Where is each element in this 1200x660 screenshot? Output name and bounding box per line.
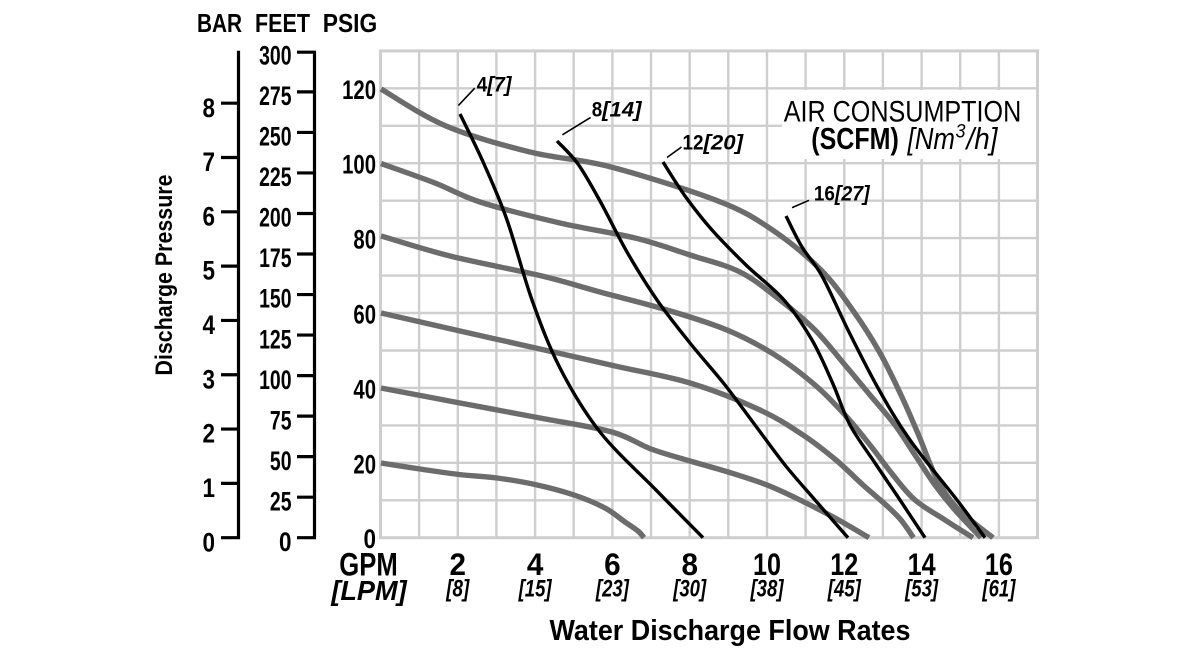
svg-text:12: 12	[683, 131, 704, 155]
svg-text:6: 6	[604, 546, 621, 582]
svg-text:[45]: [45]	[827, 576, 862, 603]
svg-text:20: 20	[353, 449, 376, 479]
svg-text:125: 125	[259, 324, 291, 354]
svg-text:250: 250	[259, 122, 291, 152]
svg-text:GPM: GPM	[339, 547, 397, 583]
svg-text:4: 4	[203, 310, 216, 340]
svg-text:14: 14	[908, 546, 936, 582]
svg-text:/h]: /h]	[965, 122, 999, 156]
svg-text:[LPM]: [LPM]	[330, 575, 408, 606]
svg-text:100: 100	[259, 365, 291, 395]
svg-text:0: 0	[364, 524, 377, 554]
svg-text:Discharge Pressure: Discharge Pressure	[151, 175, 178, 376]
svg-text:[61]: [61]	[982, 576, 1017, 603]
svg-text:0: 0	[279, 527, 292, 557]
svg-text:2: 2	[450, 546, 467, 582]
svg-text:16: 16	[814, 181, 835, 205]
svg-text:Water Discharge Flow Rates: Water Discharge Flow Rates	[550, 615, 911, 647]
svg-text:3: 3	[203, 364, 216, 394]
svg-text:[38]: [38]	[750, 576, 785, 603]
svg-text:50: 50	[270, 446, 292, 476]
svg-text:7: 7	[203, 147, 216, 177]
svg-text:3: 3	[956, 121, 966, 143]
svg-text:8: 8	[592, 97, 603, 121]
svg-text:[20]: [20]	[702, 131, 743, 155]
svg-text:[27]: [27]	[834, 181, 870, 205]
svg-text:1: 1	[203, 473, 216, 503]
svg-text:25: 25	[270, 486, 292, 516]
svg-text:16: 16	[985, 546, 1013, 582]
svg-text:60: 60	[353, 300, 376, 330]
svg-text:PSIG: PSIG	[323, 8, 378, 38]
svg-text:[30]: [30]	[672, 576, 707, 603]
svg-text:BAR: BAR	[197, 8, 242, 38]
svg-text:5: 5	[203, 256, 216, 286]
svg-text:80: 80	[353, 225, 376, 255]
svg-text:[7]: [7]	[486, 72, 512, 96]
svg-text:100: 100	[342, 150, 376, 180]
svg-text:10: 10	[753, 546, 781, 582]
svg-text:[Nm: [Nm	[907, 122, 955, 156]
svg-text:6: 6	[203, 201, 216, 231]
svg-text:[8]: [8]	[446, 576, 471, 603]
svg-text:275: 275	[259, 81, 291, 111]
svg-text:AIR CONSUMPTION: AIR CONSUMPTION	[784, 96, 1022, 129]
svg-text:12: 12	[830, 546, 858, 582]
svg-text:75: 75	[270, 405, 292, 435]
svg-text:40: 40	[353, 374, 376, 404]
svg-text:[15]: [15]	[518, 576, 553, 603]
svg-text:200: 200	[259, 203, 291, 233]
svg-text:FEET: FEET	[255, 8, 310, 38]
svg-text:[14]: [14]	[601, 97, 642, 121]
svg-text:2: 2	[203, 419, 216, 449]
svg-text:150: 150	[259, 284, 291, 314]
svg-text:[23]: [23]	[595, 576, 630, 603]
svg-text:4: 4	[477, 72, 488, 96]
svg-text:225: 225	[259, 162, 291, 192]
svg-text:[53]: [53]	[904, 576, 939, 603]
svg-text:4: 4	[527, 546, 544, 582]
svg-text:300: 300	[259, 41, 291, 71]
svg-text:8: 8	[681, 546, 698, 582]
svg-text:0: 0	[203, 527, 216, 557]
svg-text:175: 175	[259, 243, 291, 273]
svg-text:120: 120	[342, 75, 376, 105]
svg-text:(SCFM): (SCFM)	[811, 122, 899, 156]
svg-text:8: 8	[203, 93, 216, 123]
